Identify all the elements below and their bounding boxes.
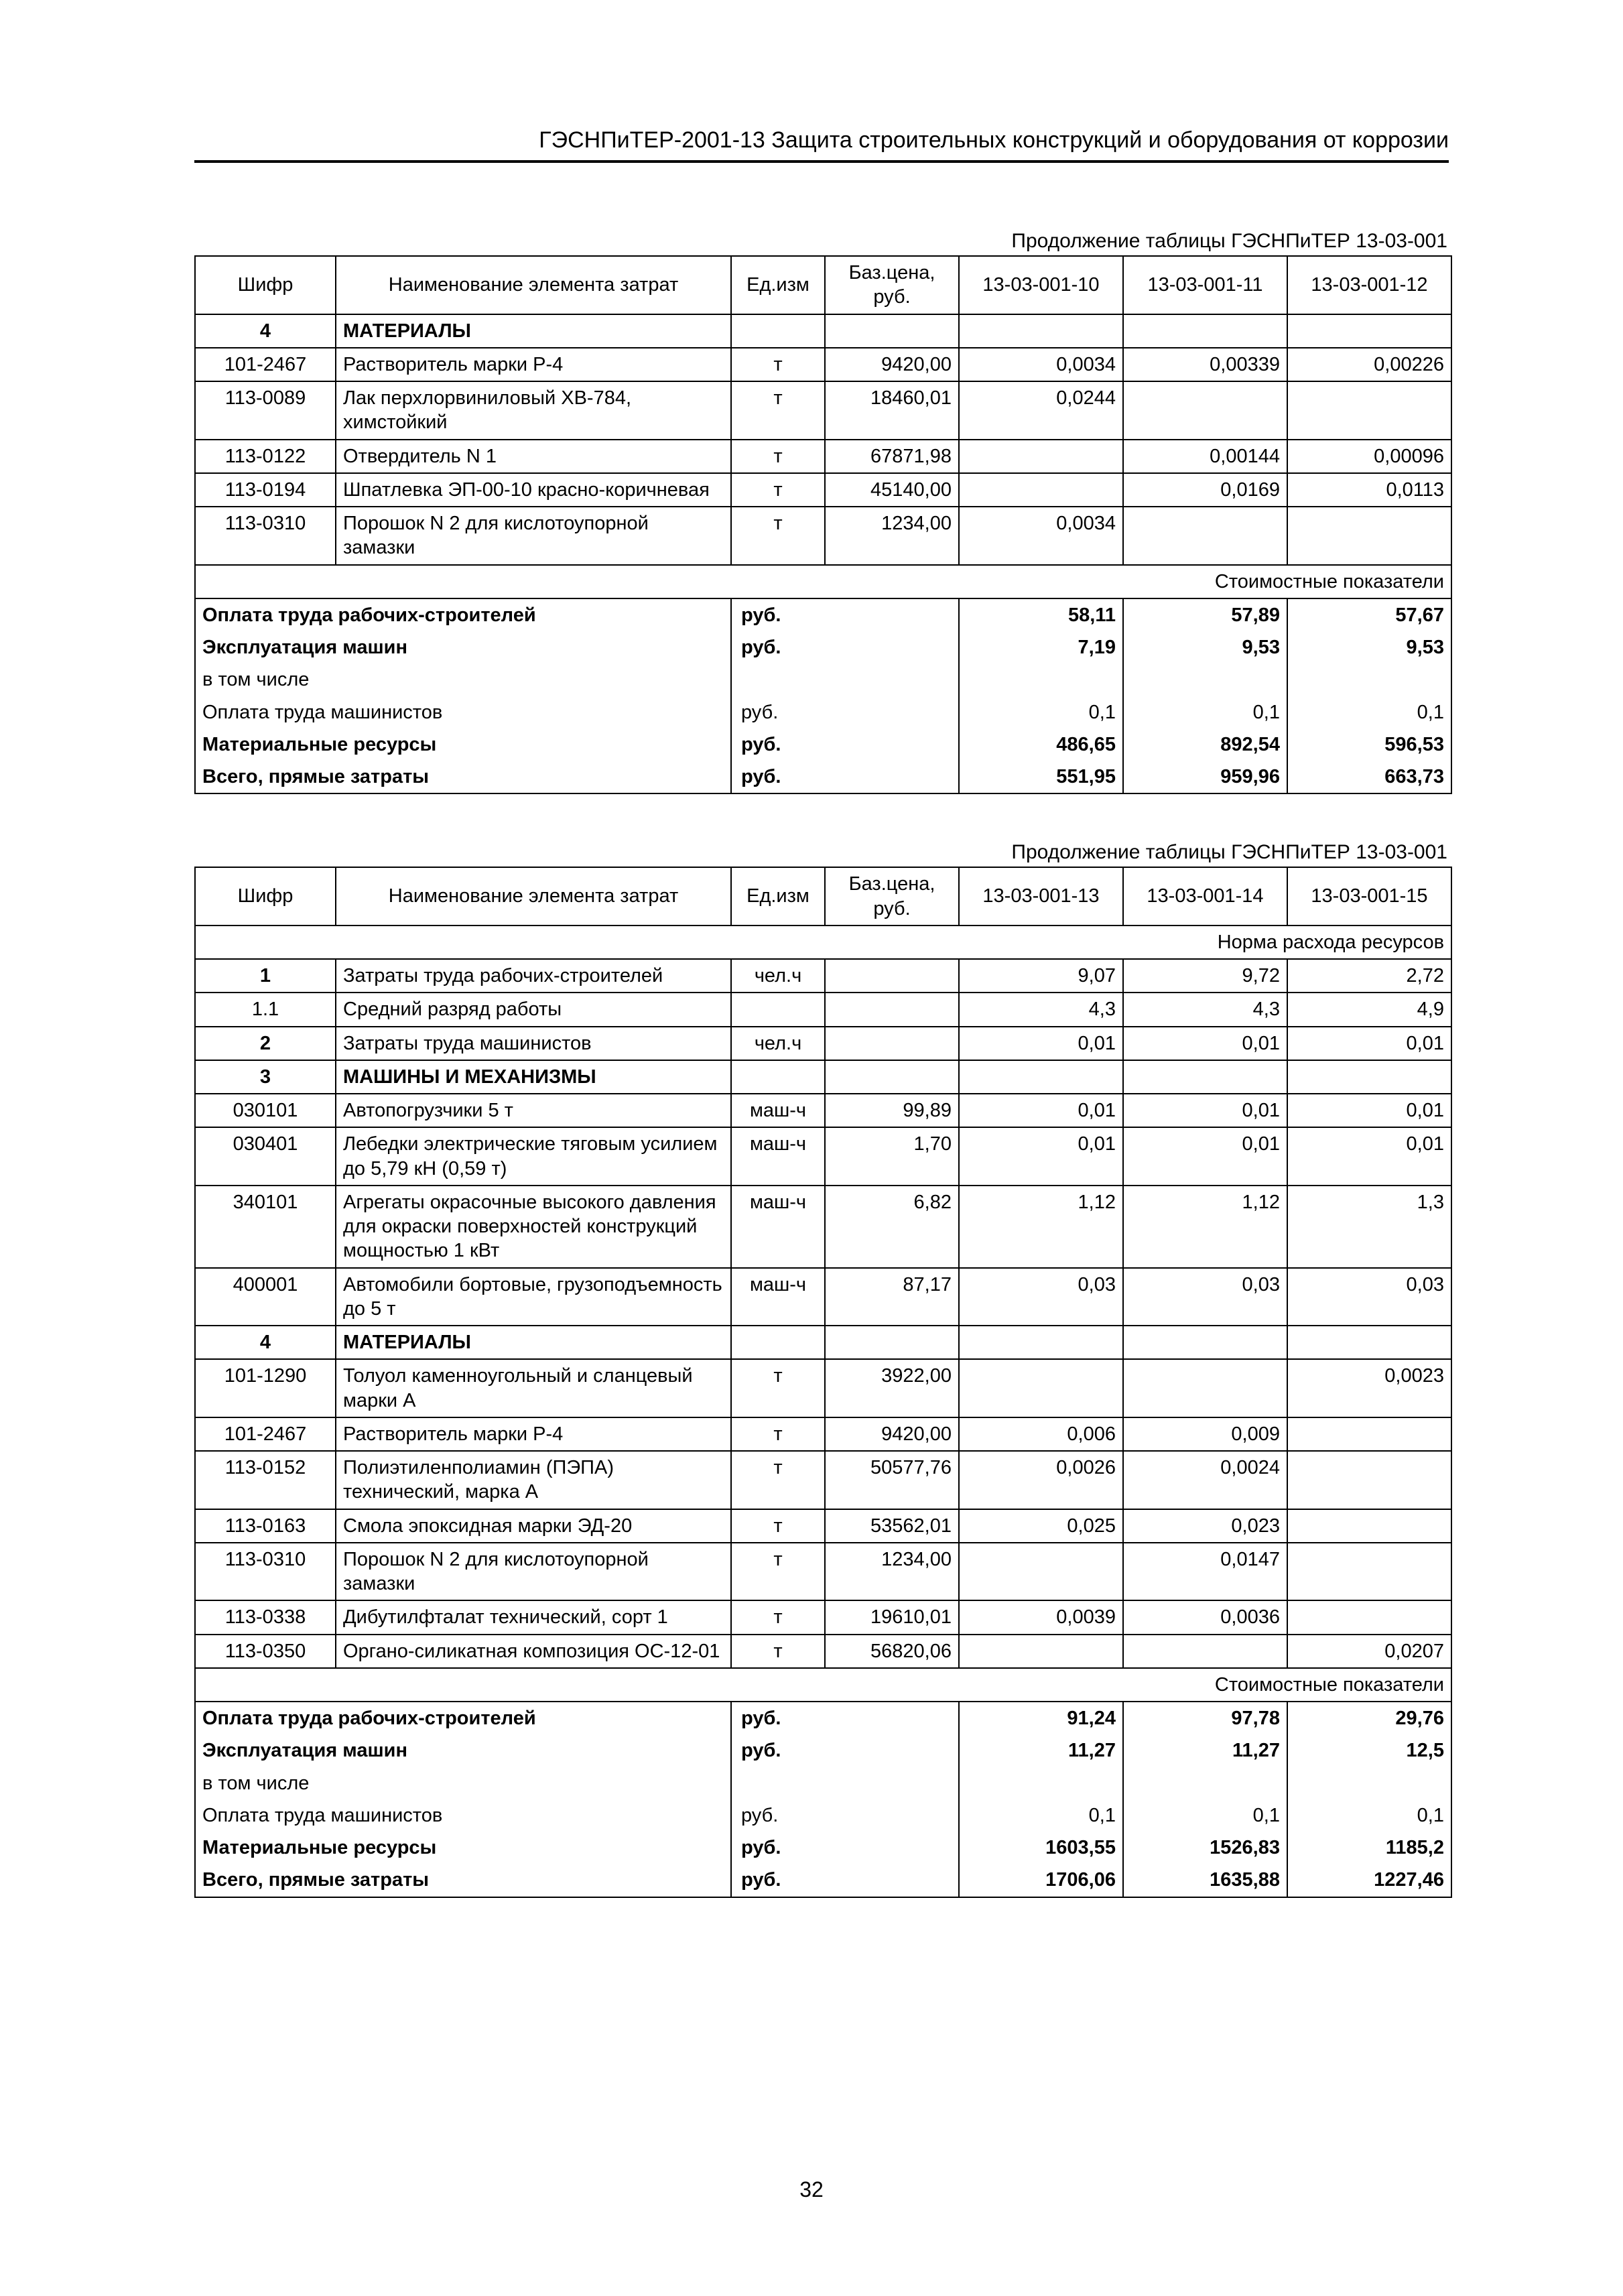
- continuation-title: Продолжение таблицы ГЭСНПиТЕР 13-03-001: [194, 841, 1449, 864]
- cost-table: ШифрНаименование элемента затратЕд.измБа…: [194, 255, 1452, 794]
- document-header: ГЭСНПиТЕР-2001-13 Защита строительных ко…: [194, 127, 1449, 163]
- page: ГЭСНПиТЕР-2001-13 Защита строительных ко…: [0, 0, 1623, 2296]
- continuation-title: Продолжение таблицы ГЭСНПиТЕР 13-03-001: [194, 230, 1449, 253]
- tables-container: Продолжение таблицы ГЭСНПиТЕР 13-03-001Ш…: [194, 230, 1449, 1898]
- cost-table: ШифрНаименование элемента затратЕд.измБа…: [194, 867, 1452, 1897]
- page-number: 32: [0, 2177, 1623, 2202]
